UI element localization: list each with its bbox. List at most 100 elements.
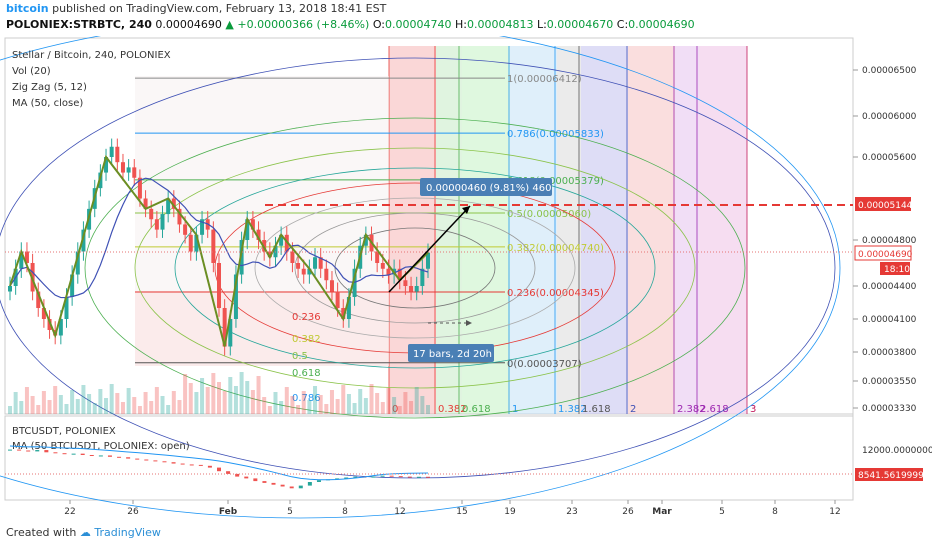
btc-candle-21 — [198, 464, 203, 466]
candle-11 — [70, 274, 75, 297]
candle-24 — [143, 198, 148, 209]
x-tick-5: 12 — [394, 507, 405, 517]
volume-50 — [290, 396, 295, 414]
btc-candle-9 — [89, 455, 94, 456]
volume-72 — [414, 387, 419, 414]
candle-69 — [397, 268, 402, 281]
candle-59 — [341, 308, 346, 319]
volume-51 — [296, 405, 301, 414]
candle-42 — [245, 219, 250, 240]
x-tick-13: 12 — [829, 507, 840, 517]
volume-13 — [81, 385, 86, 414]
candle-2 — [19, 251, 24, 269]
volume-66 — [380, 402, 385, 414]
high-value: 0.00004813 — [466, 18, 534, 31]
volume-32 — [188, 383, 193, 414]
y-tick-2: 0.00005600 — [862, 153, 917, 163]
candle-27 — [160, 214, 165, 230]
volume-36 — [211, 373, 216, 414]
volume-24 — [143, 392, 148, 414]
volume-37 — [217, 382, 221, 414]
btc-candle-30 — [280, 484, 285, 487]
candle-29 — [171, 198, 176, 209]
fib-ellipses: 0.236 0.382 0.5 0.618 0.786 — [0, 36, 841, 519]
volume-47 — [273, 392, 278, 414]
btc-candle-19 — [180, 463, 185, 465]
btc-candle-0 — [8, 449, 12, 451]
candle-25 — [149, 208, 154, 220]
btc-candle-27 — [253, 478, 258, 482]
volume-59 — [341, 385, 346, 414]
volume-19 — [115, 393, 120, 414]
candle-7 — [47, 319, 52, 330]
btc-candle-12 — [117, 456, 122, 458]
candle-10 — [64, 297, 69, 319]
time-zone-5: 1.618 — [582, 404, 611, 415]
fib-circle-0: 0.236 — [292, 312, 321, 323]
candle-32 — [188, 234, 193, 252]
btc-candle-43 — [398, 476, 403, 478]
candle-45 — [262, 240, 267, 252]
volume-49 — [284, 387, 289, 414]
x-tick-11: 5 — [719, 507, 725, 517]
volume-64 — [369, 384, 374, 414]
lower-pane[interactable] — [4, 415, 854, 501]
btc-candle-20 — [189, 464, 194, 466]
volume-74 — [426, 405, 430, 414]
fib-level-4: 0.382(0.00004740) — [507, 243, 604, 254]
ma-line — [9, 177, 429, 299]
volume-18 — [109, 384, 114, 414]
btc-candle-36 — [335, 478, 340, 480]
volume-58 — [335, 399, 340, 414]
btc-candle-18 — [171, 462, 176, 464]
candle-38 — [222, 308, 227, 347]
volume-26 — [154, 387, 159, 414]
volume-73 — [420, 396, 425, 414]
volume-62 — [358, 389, 363, 414]
last-price: 0.00004690 — [155, 18, 222, 31]
y-tick-3: 0.00004800 — [862, 236, 917, 246]
candle-60 — [346, 297, 351, 319]
candle-43 — [250, 219, 255, 230]
fib-level-1: 0.786(0.00005833) — [507, 129, 604, 140]
current-price: 0.00004690 — [858, 250, 913, 260]
volume-67 — [386, 388, 391, 414]
candle-17 — [104, 157, 109, 173]
btc-candle-15 — [144, 459, 149, 461]
volume-12 — [75, 399, 80, 414]
btc-candle-8 — [80, 453, 85, 455]
publish-line: bitcoin published on TradingView.com, Fe… — [6, 2, 932, 15]
volume-4 — [30, 396, 35, 414]
fib-level-2: 0.618(0.00005379) — [507, 176, 604, 187]
candle-20 — [120, 162, 125, 173]
btc-candle-17 — [162, 461, 167, 463]
volume-55 — [318, 395, 323, 414]
volume-8 — [53, 386, 58, 414]
btc-candle-22 — [207, 465, 212, 468]
tradingview-link[interactable]: TradingView — [94, 526, 161, 539]
lower-legend-0: BTCUSDT, POLONIEX — [12, 426, 116, 437]
fib-circle-2: 0.5 — [292, 351, 308, 362]
measure-arrow[interactable] — [388, 205, 471, 293]
volume-3 — [24, 387, 29, 414]
volume-40 — [233, 386, 238, 414]
x-tick-0: 22 — [64, 507, 75, 517]
time-zone-7: 2.382 — [677, 404, 706, 415]
volume-69 — [397, 406, 402, 414]
volume-30 — [177, 400, 182, 414]
zigzag-line — [9, 154, 429, 347]
candle-5 — [36, 291, 41, 308]
candle-37 — [217, 263, 221, 308]
btc-candle-37 — [344, 477, 349, 479]
btc-chart — [8, 445, 430, 489]
volume-70 — [403, 392, 408, 414]
candle-73 — [420, 268, 425, 286]
volume-28 — [166, 405, 171, 414]
volume-39 — [228, 377, 233, 414]
btc-candle-46 — [426, 476, 430, 478]
btc-candle-5 — [53, 452, 58, 454]
author-link[interactable]: bitcoin — [6, 2, 49, 15]
x-axis: 22 26 Feb 5 8 12 15 19 23 26 Mar 5 8 12 — [64, 500, 841, 517]
volume-20 — [120, 402, 125, 414]
